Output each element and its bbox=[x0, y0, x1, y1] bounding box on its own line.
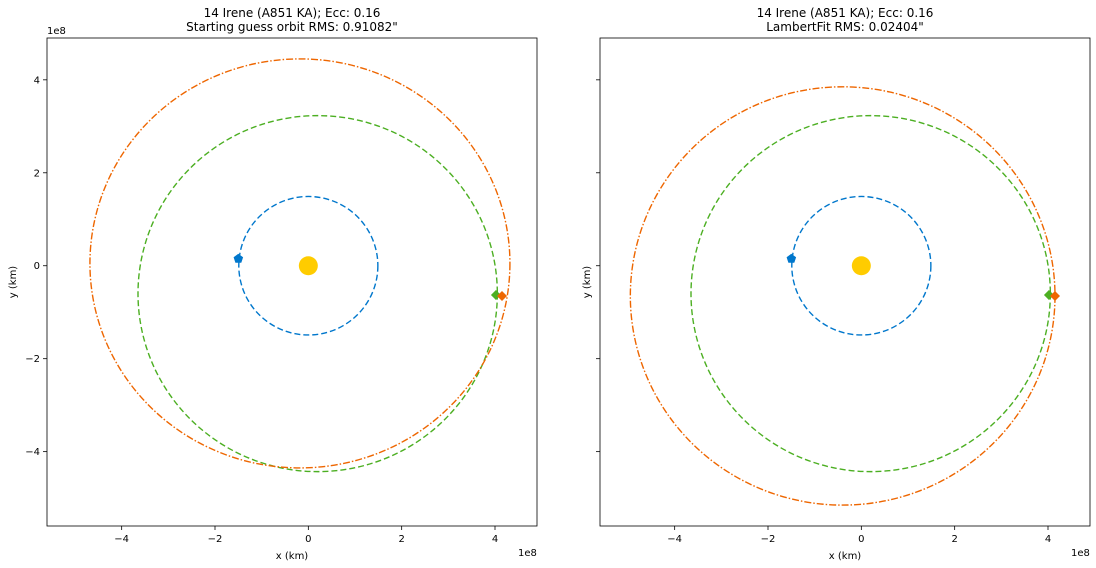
right-x-offset-text: 1e8 bbox=[1071, 548, 1090, 559]
orbit-path bbox=[629, 86, 1056, 506]
x-tick-label: 4 bbox=[492, 534, 498, 545]
y-tick-label: −4 bbox=[25, 447, 40, 458]
x-tick-label: 2 bbox=[398, 534, 404, 545]
x-tick-label: −2 bbox=[761, 534, 776, 545]
right-plot-frame bbox=[599, 37, 1091, 527]
planet-marker bbox=[233, 253, 244, 263]
x-tick-label: −4 bbox=[114, 534, 129, 545]
left-x-offset-text: 1e8 bbox=[518, 548, 537, 559]
planet-marker bbox=[786, 253, 797, 263]
y-tick-label: 0 bbox=[34, 261, 40, 272]
left-x-axis-label: x (km) bbox=[276, 551, 309, 562]
body-marker bbox=[497, 290, 507, 301]
y-tick-label: 2 bbox=[34, 168, 40, 179]
right-plot-title: 14 Irene (A851 KA); Ecc: 0.16 bbox=[757, 6, 934, 20]
right-plot-area: −4 −2 0 2 4 bbox=[596, 79, 1060, 545]
left-plot-subtitle: Starting guess orbit RMS: 0.91082" bbox=[186, 20, 398, 34]
right-plot-subtitle: LambertFit RMS: 0.02404" bbox=[766, 20, 924, 34]
x-tick-label: 2 bbox=[951, 534, 957, 545]
left-plot-frame bbox=[46, 37, 538, 527]
orbit-path bbox=[791, 195, 932, 336]
body-marker bbox=[1050, 290, 1060, 301]
body-marker bbox=[1043, 290, 1054, 301]
x-tick-label: 0 bbox=[858, 534, 864, 545]
x-tick-label: −4 bbox=[667, 534, 682, 545]
left-y-axis-label: y (km) bbox=[8, 266, 19, 299]
left-y-offset-text: 1e8 bbox=[47, 26, 66, 37]
orbit-path bbox=[690, 114, 1052, 473]
orbit-path bbox=[89, 58, 511, 469]
body-marker bbox=[490, 290, 501, 301]
orbit-path bbox=[238, 195, 379, 336]
right-orbit-plot: 14 Irene (A851 KA); Ecc: 0.16 LambertFit… bbox=[582, 6, 1091, 562]
right-x-axis-label: x (km) bbox=[829, 551, 862, 562]
y-tick-label: 4 bbox=[34, 75, 40, 86]
x-tick-label: 4 bbox=[1045, 534, 1051, 545]
y-tick-label: −2 bbox=[25, 354, 40, 365]
orbit-path bbox=[137, 114, 499, 473]
sun-marker bbox=[851, 256, 871, 276]
x-tick-label: 0 bbox=[305, 534, 311, 545]
x-tick-label: −2 bbox=[208, 534, 223, 545]
right-y-axis-label: y (km) bbox=[582, 266, 593, 299]
left-plot-area: −4 −2 0 2 4 −4 −2 0 2 4 bbox=[25, 58, 511, 545]
sun-marker bbox=[298, 256, 318, 276]
left-plot-title: 14 Irene (A851 KA); Ecc: 0.16 bbox=[204, 6, 381, 20]
left-orbit-plot: 14 Irene (A851 KA); Ecc: 0.16 Starting g… bbox=[8, 6, 538, 562]
